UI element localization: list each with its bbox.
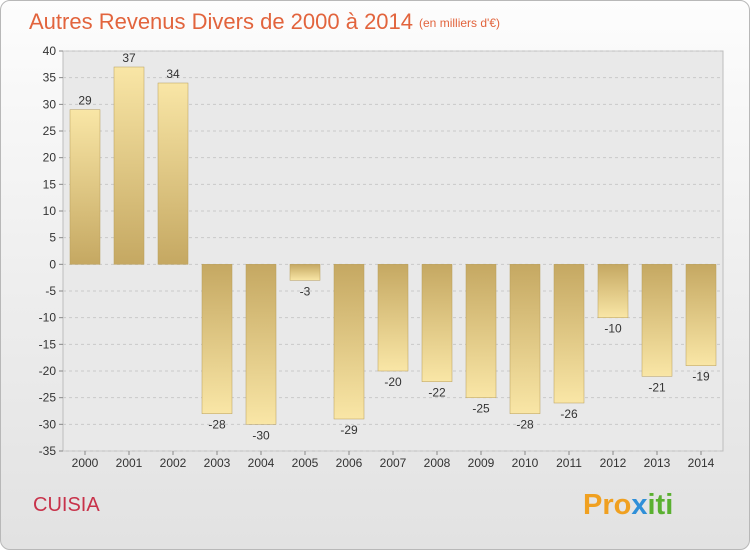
x-tick-label: 2006 bbox=[336, 456, 363, 470]
y-tick-label: 35 bbox=[43, 71, 57, 85]
y-axis: 40 35 30 25 20 15 10 5 0 -5 -10 -15 -20 -25 -30 -35 bbox=[39, 44, 63, 458]
x-tick-label: 2011 bbox=[556, 456, 582, 470]
y-tick-label: -20 bbox=[39, 364, 57, 378]
x-tick-label: 2002 bbox=[160, 456, 187, 470]
y-tick-label: -15 bbox=[39, 337, 57, 351]
y-tick-label: 5 bbox=[49, 231, 56, 245]
proxiti-logo: Proxiti bbox=[583, 489, 673, 522]
bar-value-label: -22 bbox=[428, 386, 446, 400]
bar-value-label: -28 bbox=[208, 418, 226, 432]
logo-part-3: iti bbox=[647, 489, 674, 521]
bar-value-label: -29 bbox=[340, 423, 358, 437]
bar bbox=[553, 264, 585, 404]
bar-value-label: -10 bbox=[604, 322, 622, 336]
commune-name: CUISIA bbox=[33, 494, 100, 516]
x-tick-label: 2010 bbox=[512, 456, 539, 470]
y-tick-label: -35 bbox=[39, 444, 57, 458]
y-tick-label: 15 bbox=[43, 177, 57, 191]
x-tick-label: 2013 bbox=[644, 456, 671, 470]
bar-value-label: -26 bbox=[560, 407, 578, 421]
x-tick-label: 2007 bbox=[380, 456, 407, 470]
y-tick-label: 25 bbox=[43, 124, 57, 138]
bar bbox=[69, 109, 101, 265]
bar bbox=[157, 82, 189, 265]
x-tick-label: 2005 bbox=[292, 456, 319, 470]
bar bbox=[685, 264, 717, 366]
x-tick-label: 2012 bbox=[600, 456, 627, 470]
y-tick-label: -5 bbox=[45, 284, 56, 298]
x-tick-label: 2003 bbox=[204, 456, 231, 470]
y-tick-label: 10 bbox=[43, 204, 57, 218]
y-tick-label: -25 bbox=[39, 391, 57, 405]
bar bbox=[465, 264, 497, 398]
bar-value-label: -19 bbox=[692, 370, 710, 384]
bar-value-label: 29 bbox=[78, 94, 92, 108]
bar bbox=[641, 264, 673, 377]
chart-title: Autres Revenus Divers de 2000 à 2014 (en … bbox=[29, 9, 500, 35]
bar-value-label: 37 bbox=[122, 51, 136, 65]
bar bbox=[245, 264, 277, 425]
bar bbox=[421, 264, 453, 382]
chart-unit-note: (en milliers d'€) bbox=[419, 16, 500, 30]
bar-value-label: 34 bbox=[166, 67, 180, 81]
bar-value-label: -21 bbox=[648, 380, 666, 394]
x-tick-label: 2004 bbox=[248, 456, 275, 470]
bar-value-label: -25 bbox=[472, 402, 490, 416]
bar bbox=[377, 264, 409, 372]
bars: 29 37 34 -28 -30 -3 -29 -20 -22 -25 -28 -26 -10 -21 -1… bbox=[69, 51, 717, 442]
x-tick-label: 2001 bbox=[116, 456, 143, 470]
x-tick-label: 2008 bbox=[424, 456, 451, 470]
bar bbox=[289, 264, 321, 281]
x-tick-label: 2000 bbox=[72, 456, 99, 470]
bar bbox=[597, 264, 629, 318]
bar-value-label: -30 bbox=[252, 428, 270, 442]
y-tick-label: 40 bbox=[43, 44, 57, 58]
bar bbox=[509, 264, 541, 414]
y-tick-label: 30 bbox=[43, 97, 57, 111]
bar bbox=[201, 264, 233, 414]
x-axis: 2000 2001 2002 2003 2004 2005 2006 2007 2008 2009… bbox=[72, 451, 715, 470]
x-tick-label: 2009 bbox=[468, 456, 495, 470]
bar-value-label: -20 bbox=[384, 375, 402, 389]
y-tick-label: 20 bbox=[43, 151, 57, 165]
logo-part-2: x bbox=[631, 489, 648, 521]
bar-value-label: -3 bbox=[300, 284, 311, 298]
bar bbox=[333, 264, 365, 420]
chart-title-text: Autres Revenus Divers de 2000 à 2014 bbox=[29, 9, 414, 34]
y-tick-label: -30 bbox=[39, 417, 57, 431]
y-tick-label: 0 bbox=[49, 257, 56, 271]
bar bbox=[113, 66, 145, 265]
x-tick-label: 2014 bbox=[688, 456, 715, 470]
logo-part-1: Pro bbox=[583, 489, 632, 521]
y-tick-label: -10 bbox=[39, 311, 57, 325]
bar-value-label: -28 bbox=[516, 418, 534, 432]
